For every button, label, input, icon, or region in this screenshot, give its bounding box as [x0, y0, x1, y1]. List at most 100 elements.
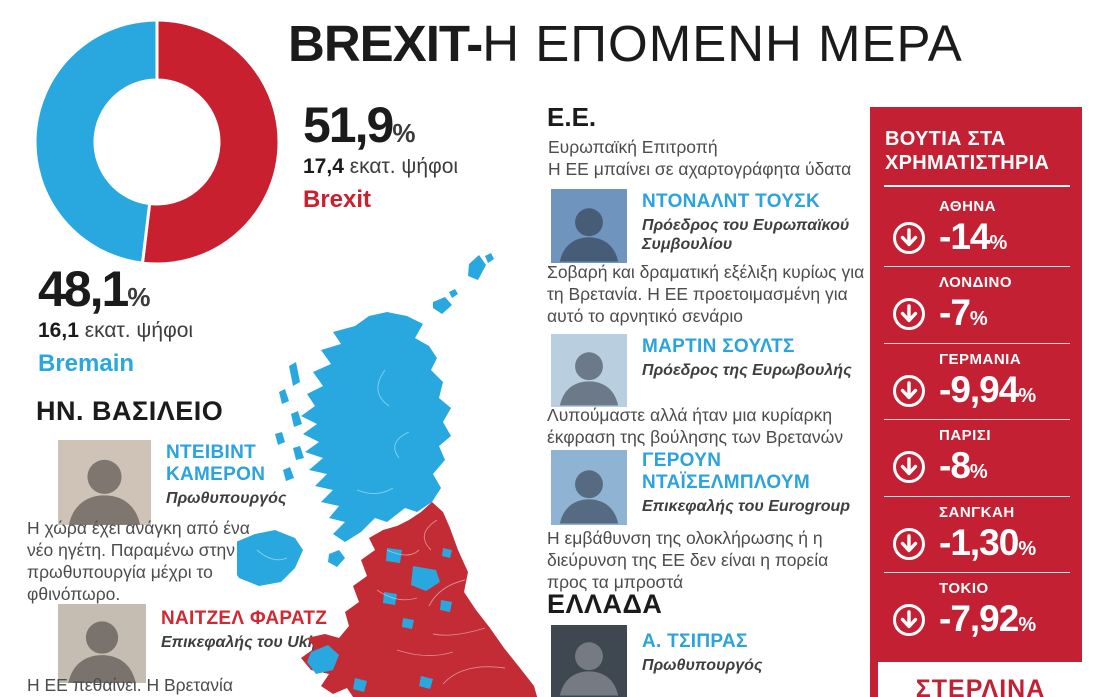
markets-panel: ΒΟΥΤΙΑ ΣΤΑ ΧΡΗΜΑΤΙΣΤΗΡΙΑ ΑΘΗΝΑ -14% ΛΟΝΔ…: [870, 107, 1082, 697]
arrow-down-circle-icon: [893, 298, 925, 331]
map-remain-pocket: [402, 618, 414, 629]
cameron-quote: Η χώρα έχει ανάγκη από ένα νέο ηγέτη. Πα…: [27, 518, 250, 605]
bremain-votes-suffix: εκατ. ψήφοι: [84, 319, 194, 342]
bremain-percentage: 48,1: [38, 261, 129, 317]
market-value: -7,92: [939, 598, 1019, 640]
map-remain-pocket: [419, 676, 433, 689]
bremain-votes: 16,1: [38, 319, 79, 342]
map-remain-pocket: [442, 548, 452, 558]
map-shetland-remain: [468, 253, 494, 280]
arrow-down-circle-icon: [893, 222, 925, 254]
bremain-label: Bremain: [38, 350, 135, 377]
eu-subline-1: Ευρωπαϊκή Επιτροπή: [548, 137, 718, 157]
portrait-silhouette-icon: [559, 642, 619, 696]
arrow-down-circle-icon: [893, 451, 925, 484]
market-value: -7: [939, 292, 971, 334]
percent-sign: %: [1018, 614, 1037, 637]
eu-section-heading: Ε.Ε.: [547, 102, 597, 132]
cameron-photo: [58, 440, 151, 525]
divider: [884, 342, 1070, 344]
brexit-label: Brexit: [303, 186, 372, 213]
brexit-percentage: 51,9: [303, 97, 394, 153]
percent-sign: %: [969, 308, 988, 331]
person-name: ΝΑΙΤΖΕΛ ΦΑΡΑΤΖ: [161, 608, 328, 629]
person-role: Πρωθυπουργός: [166, 489, 287, 507]
eu-subline-2: Η ΕΕ μπαίνει σε αχαρτογράφητα ύδατα: [548, 159, 852, 179]
tusk-quote: Σοβαρή και δραματική εξέλιξη κυρίως για …: [547, 262, 865, 327]
portrait-silhouette-icon: [68, 621, 136, 683]
map-england-wales-leave: [301, 502, 538, 697]
title-underline: [884, 185, 1070, 187]
tsipras-photo: [551, 625, 627, 697]
donut-chart-svg: [33, 18, 281, 266]
map-hebrides-remain: [275, 362, 304, 481]
market-value: -1,30: [939, 521, 1019, 563]
market-entry-germany: ΓΕΡΜΑΝΙΑ -9,94%: [882, 344, 1072, 419]
portrait-silhouette-icon: [559, 470, 619, 524]
market-value: -8: [939, 445, 971, 487]
uk-map-svg: [231, 253, 538, 697]
person-role: Επικεφαλής του Eurogroup: [642, 497, 851, 515]
farage-photo: [58, 604, 146, 683]
person-name: ΝΤΟΝΑΛΝΤ ΤΟΥΣΚ: [642, 191, 820, 212]
percent-sign: %: [392, 118, 416, 148]
arrow-down-circle-icon: [893, 604, 925, 637]
person-name: ΜΑΡΤΙΝ ΣΟΥΛΤΣ: [642, 336, 795, 357]
person-role: Πρωθυπουργός: [642, 656, 763, 674]
market-entry-paris: ΠΑΡΙΣΙ -8%: [882, 420, 1072, 495]
brexit-votes: 17,4: [303, 155, 344, 178]
brexit-stat-block: 51,9% 17,4 εκατ. ψήφοι Brexit: [303, 100, 458, 214]
market-entry-london: ΛΟΝΔΙΝΟ -7%: [882, 267, 1072, 342]
percent-sign: %: [969, 461, 988, 484]
page-title: BREXIT-Η ΕΠΟΜΕΝΗ ΜΕΡΑ: [288, 15, 963, 72]
uk-section-heading: ΗΝ. ΒΑΣΙΛΕΙΟ: [36, 396, 224, 426]
portrait-silhouette-icon: [68, 459, 141, 525]
portrait-silhouette-icon: [559, 352, 619, 406]
map-scotland-remain: [301, 312, 451, 542]
title-rest: Η ΕΠΟΜΕΝΗ ΜΕΡΑ: [482, 15, 963, 72]
divider: [884, 266, 1070, 268]
person-schulz: ΜΑΡΤΙΝ ΣΟΥΛΤΣ Πρόεδρος της Ευρωβουλής: [551, 334, 881, 407]
percent-sign: %: [989, 232, 1008, 254]
bremain-stat-block: 48,1% 16,1 εκατ. ψήφοι Bremain: [38, 264, 193, 378]
market-city: ΑΘΗΝΑ: [939, 198, 997, 215]
person-tusk: ΝΤΟΝΑΛΝΤ ΤΟΥΣΚ Πρόεδρος του Ευρωπαϊκού Σ…: [551, 189, 881, 263]
arrow-down-circle-icon: [893, 527, 925, 560]
brexit-votes-suffix: εκατ. ψήφοι: [349, 155, 459, 178]
arrow-down-circle-icon: [893, 374, 925, 407]
farage-quote: Η ΕΕ πεθαίνει. Η Βρετανία: [27, 675, 233, 695]
map-district-borders: [256, 369, 506, 685]
map-remain-pocket: [383, 592, 397, 605]
map-remain-pocket: [353, 678, 367, 692]
map-orkney-remain: [433, 289, 458, 314]
divider: [884, 572, 1070, 574]
person-cameron: ΝΤΕΙΒΙΝΤ ΚΑΜΕΡΟΝ Πρωθυπουργός: [58, 440, 358, 525]
market-entry-tokyo: ΤΟΚΙΟ -7,92%: [882, 573, 1072, 648]
market-entry-shanghai: ΣΑΝΓΚΑΗ -1,30%: [882, 497, 1072, 572]
dijsselbloem-photo: [551, 450, 627, 525]
person-role: Πρόεδρος της Ευρωβουλής: [642, 361, 852, 379]
person-name: ΝΤΕΙΒΙΝΤ ΚΑΜΕΡΟΝ: [166, 442, 266, 485]
schulz-quote: Λυπούμαστε αλλά ήταν μια κυρίαρκη έκφρασ…: [547, 405, 844, 448]
percent-sign: %: [1018, 537, 1037, 560]
person-name: Α. ΤΣΙΠΡΑΣ: [642, 631, 748, 652]
map-remain-pocket: [411, 566, 440, 591]
percent-sign: %: [127, 282, 151, 312]
market-city: ΣΑΝΓΚΑΗ: [939, 503, 1015, 521]
market-city: ΠΑΡΙΣΙ: [939, 427, 992, 445]
person-role: Πρόεδρος του Ευρωπαϊκού Συμβουλίου: [642, 216, 850, 253]
map-remain-pocket: [440, 600, 452, 612]
map-northern-ireland-remain: [231, 530, 303, 586]
person-role: Επικεφαλής του Ukip: [161, 633, 322, 651]
tusk-photo: [551, 189, 627, 263]
markets-panel-title: ΒΟΥΤΙΑ ΣΤΑ ΧΡΗΜΑΤΙΣΤΗΡΙΑ: [885, 128, 1050, 174]
title-brand: BREXIT-: [288, 15, 483, 72]
person-dijsselbloem: ΓΕΡΟΥΝ ΝΤΑΪΣΕΛΜΠΛΟΥΜ Επικεφαλής του Euro…: [551, 450, 881, 525]
donut-slice-bremain: [33, 18, 159, 265]
sterling-section-label: ΣΤΕΡΛΙΝΑ: [878, 662, 1083, 697]
donut-slice-brexit: [140, 18, 281, 266]
person-farage: ΝΑΙΤΖΕΛ ΦΑΡΑΤΖ Επικεφαλής του Ukip: [58, 604, 358, 683]
greece-section-heading: ΕΛΛΑΔΑ: [547, 589, 663, 619]
dijsselbloem-quote: Η εμβάθυνση της ολοκλήρωσης ή η διεύρυνσ…: [547, 528, 829, 593]
market-value: -9,94: [939, 368, 1019, 410]
